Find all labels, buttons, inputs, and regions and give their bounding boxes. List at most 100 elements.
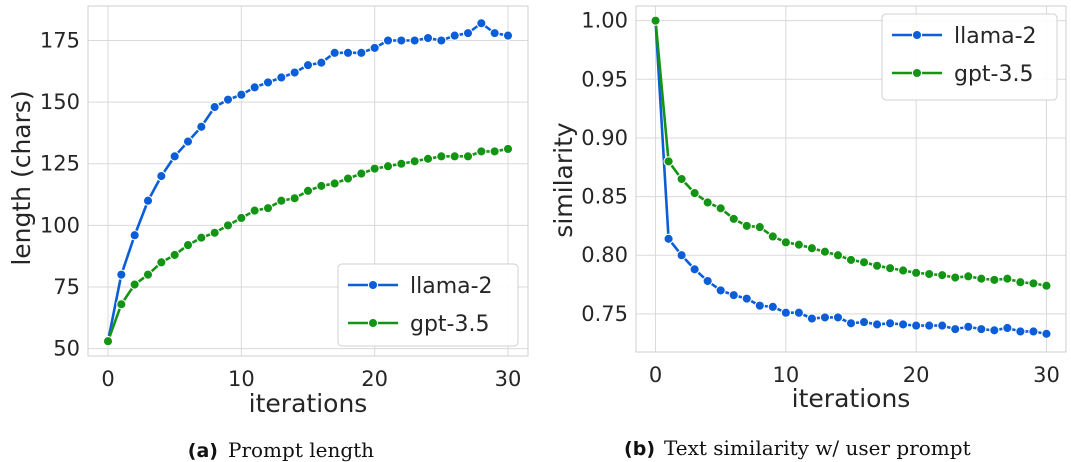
y-tick-label: 0.80 [581, 243, 628, 267]
data-point [342, 173, 354, 184]
legend-swatch-marker [911, 29, 923, 41]
legend-swatch-marker [911, 67, 923, 79]
y-tick-label: 50 [53, 337, 80, 361]
legend-label: llama-2 [410, 274, 493, 299]
data-point [436, 151, 447, 162]
data-point [276, 72, 287, 83]
data-point [222, 94, 234, 105]
data-point [156, 170, 167, 182]
y-tick-label: 150 [40, 90, 80, 114]
data-point [897, 265, 909, 276]
caption-b-tag: (b) [624, 438, 655, 460]
data-point [728, 289, 739, 301]
data-point [650, 15, 661, 26]
data-point [715, 203, 726, 214]
data-point [702, 197, 713, 208]
y-tick-label: 0.90 [581, 126, 628, 150]
data-point [663, 233, 674, 244]
prompt-length-chart: 0 10 20 30 50 75 100 125 150 175 iterations length … [7, 5, 529, 418]
data-point [249, 205, 260, 216]
data-point [302, 60, 314, 71]
data-point [871, 319, 883, 330]
data-point [249, 82, 260, 93]
data-point [329, 47, 340, 58]
data-point [663, 156, 674, 167]
data-point [806, 313, 818, 324]
data-point [937, 320, 948, 331]
data-point [780, 237, 791, 248]
data-point [715, 285, 726, 296]
y-tick-label: 0.75 [581, 302, 628, 326]
data-point [502, 143, 514, 155]
data-point [316, 57, 327, 68]
series-gpt-3.5 [102, 143, 514, 347]
x-tick-label: 20 [361, 367, 388, 391]
data-point [884, 262, 896, 274]
data-point [262, 77, 274, 88]
x-tick-label: 20 [903, 363, 930, 387]
data-point [754, 300, 765, 311]
legend-item: llama-2 [892, 24, 1037, 49]
data-point [689, 187, 700, 199]
data-point [989, 325, 1000, 336]
x-tick-label: 0 [101, 367, 114, 391]
legend: llama-2 gpt-3.5 [881, 13, 1058, 101]
data-point [116, 299, 127, 310]
data-point [209, 101, 220, 113]
caption-b-text: Text similarity w/ user prompt [664, 436, 971, 460]
data-point [884, 318, 896, 329]
data-point [422, 153, 434, 164]
legend-label: gpt-3.5 [410, 312, 489, 337]
caption-a-text: Prompt length [228, 438, 374, 462]
data-point [819, 312, 831, 323]
data-point [316, 180, 327, 192]
data-point [911, 267, 922, 278]
data-point [129, 230, 140, 241]
data-point [897, 319, 909, 330]
data-point [924, 268, 935, 280]
data-point [396, 158, 407, 169]
y-axis-label: similarity [549, 122, 578, 238]
x-tick-label: 0 [649, 363, 662, 387]
data-point [356, 168, 367, 179]
data-point [129, 279, 140, 290]
grid [636, 6, 1066, 352]
data-point [302, 185, 314, 197]
legend-swatch-marker [367, 279, 379, 291]
data-point [976, 323, 987, 335]
data-point [741, 293, 752, 304]
data-point [489, 27, 500, 39]
data-point [369, 163, 380, 174]
data-point [449, 151, 460, 162]
data-point [950, 272, 961, 283]
data-point [858, 257, 870, 268]
data-point [728, 213, 739, 225]
data-point [409, 35, 420, 46]
data-point [937, 270, 948, 281]
data-point [702, 275, 713, 287]
data-point [754, 221, 765, 233]
data-point [142, 269, 154, 280]
y-tick-label: 0.85 [581, 185, 628, 209]
data-point [793, 307, 805, 318]
data-point [832, 250, 844, 261]
data-point [169, 249, 180, 261]
data-point [169, 151, 180, 162]
y-axis-label: length (chars) [7, 90, 36, 265]
x-tick-label: 10 [228, 367, 255, 391]
data-point [858, 316, 870, 328]
data-point [489, 146, 500, 157]
data-point [462, 151, 474, 162]
data-point [911, 320, 922, 331]
data-point [476, 18, 487, 29]
data-point [767, 301, 778, 312]
caption-a: (a) Prompt length [188, 438, 374, 462]
data-point [1028, 278, 1039, 289]
data-point [845, 254, 857, 266]
legend: llama-2 gpt-3.5 [337, 263, 519, 347]
data-point [845, 318, 857, 329]
legend-label: llama-2 [954, 24, 1037, 49]
data-point [963, 271, 974, 282]
data-point [102, 336, 114, 347]
